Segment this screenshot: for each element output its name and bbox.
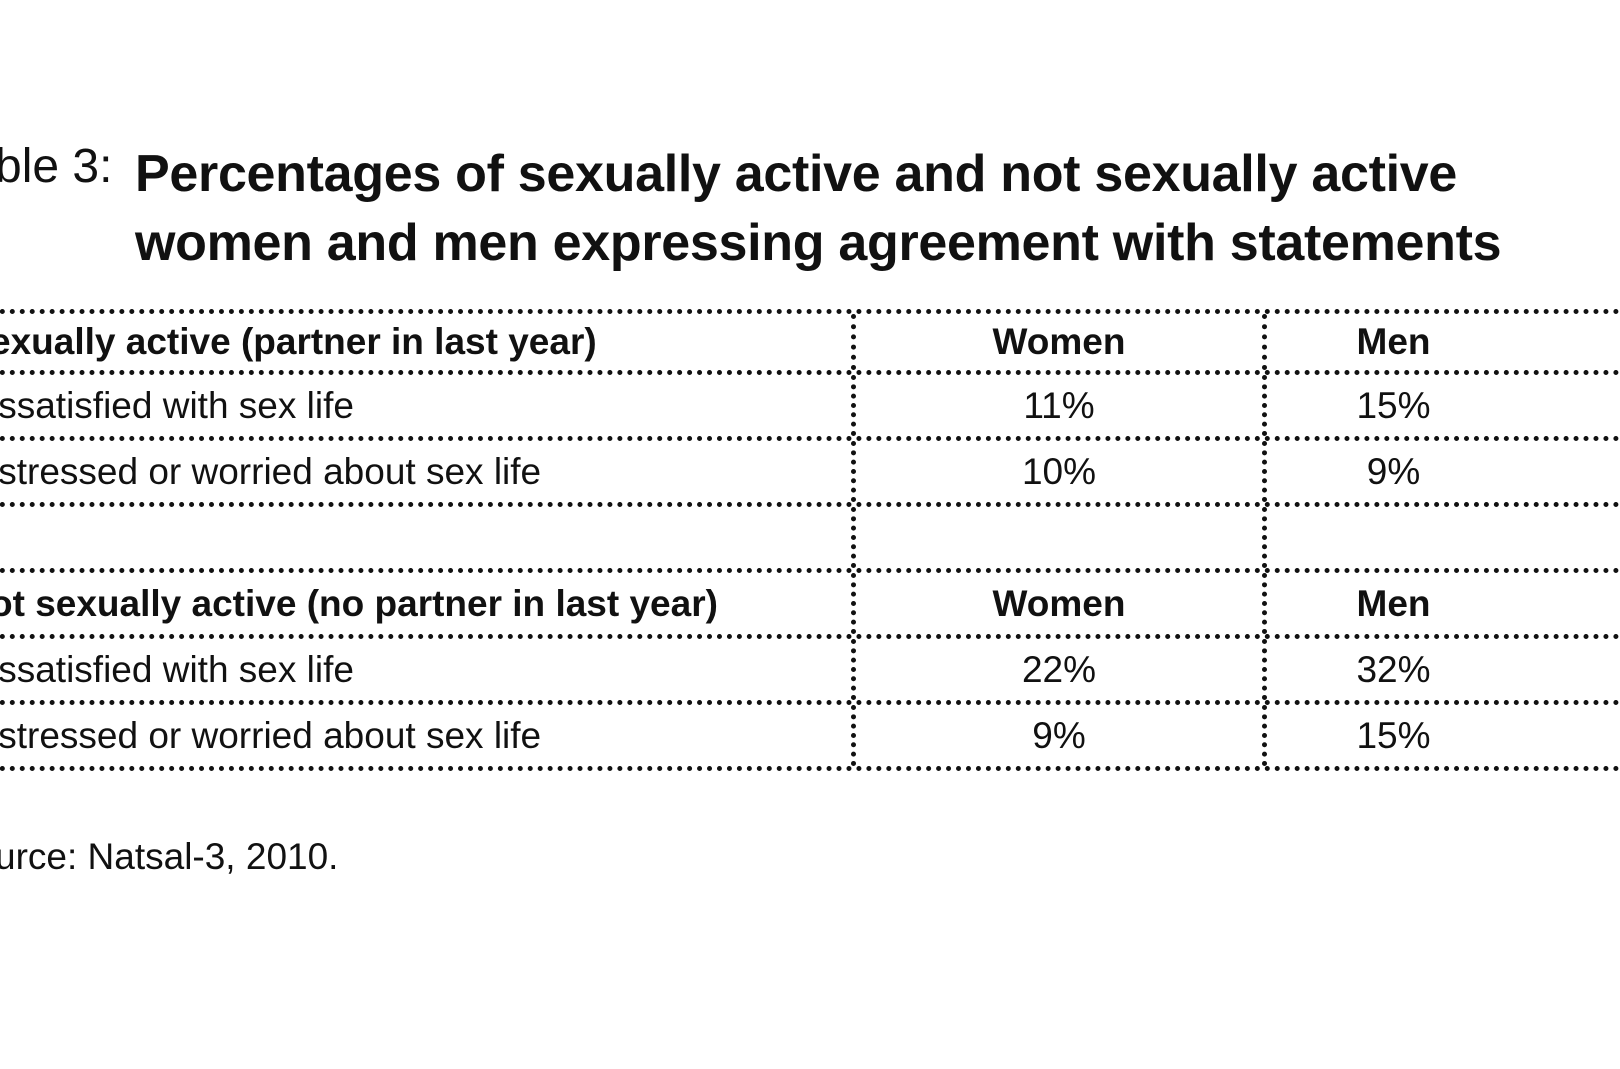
spacer-cell xyxy=(1267,507,1620,568)
cell-men: 15% xyxy=(1356,384,1431,426)
row-label: issatisfied with sex life xyxy=(0,375,856,436)
column-header-women: Women xyxy=(856,573,1267,634)
cell-men: 9% xyxy=(1366,450,1421,492)
table-row: issatisfied with sex life 11% 15% xyxy=(0,375,1620,441)
table-header-row: exually active (partner in last year) Wo… xyxy=(0,309,1620,375)
table-row: istressed or worried about sex life 9% 1… xyxy=(0,705,1620,771)
cell-women: 9% xyxy=(856,705,1267,766)
table-title-prefix: ble 3: xyxy=(0,140,113,193)
table-row: issatisfied with sex life 22% 32% xyxy=(0,639,1620,705)
table-row: istressed or worried about sex life 10% … xyxy=(0,441,1620,507)
data-table: exually active (partner in last year) Wo… xyxy=(0,309,1620,771)
table-header-row: ot sexually active (no partner in last y… xyxy=(0,573,1620,639)
column-header-men: Men xyxy=(1356,582,1431,624)
section-header-label: exually active (partner in last year) xyxy=(0,314,856,370)
source-note: urce: Natsal-3, 2010. xyxy=(0,836,339,877)
spacer-cell xyxy=(0,507,856,568)
cell-women: 10% xyxy=(856,441,1267,502)
row-label: istressed or worried about sex life xyxy=(0,441,856,502)
row-label: issatisfied with sex life xyxy=(0,639,856,700)
cell-women: 11% xyxy=(856,375,1267,436)
table-title-line-1: Percentages of sexually active and not s… xyxy=(135,145,1457,203)
column-header-men: Men xyxy=(1356,321,1431,362)
cell-women: 22% xyxy=(856,639,1267,700)
column-header-women: Women xyxy=(856,314,1267,370)
table-title-line-2: women and men expressing agreement with … xyxy=(135,214,1502,272)
cell-men: 15% xyxy=(1356,714,1431,756)
cell-men: 32% xyxy=(1356,648,1431,690)
spacer-cell xyxy=(856,507,1267,568)
section-header-label: ot sexually active (no partner in last y… xyxy=(0,573,856,634)
table-spacer-row xyxy=(0,507,1620,573)
row-label: istressed or worried about sex life xyxy=(0,705,856,766)
